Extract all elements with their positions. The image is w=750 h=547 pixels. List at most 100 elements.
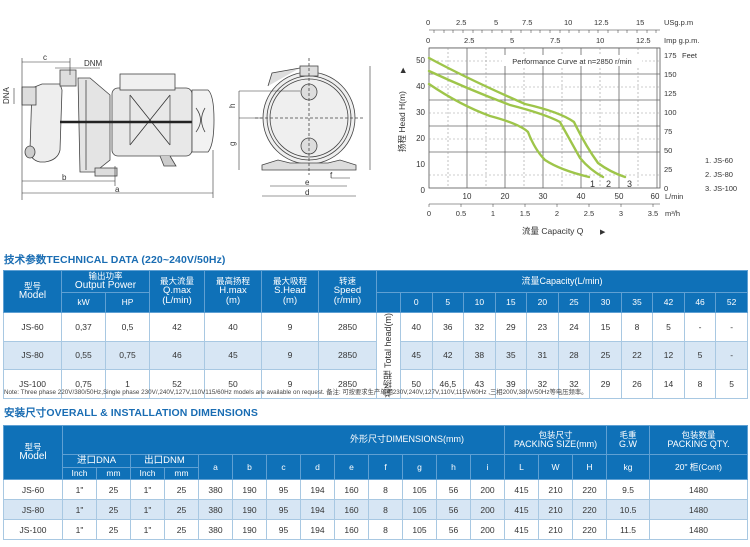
cell-kw: 0,37 bbox=[61, 312, 106, 342]
cell-hp: 0,5 bbox=[105, 312, 150, 342]
feet-axis-tick-labels: 0 25 50 75 100 125 150 175 Feet bbox=[664, 51, 698, 193]
table-row: JS-80 1" 25 1" 25 380 190 95 194 160 8 1… bbox=[3, 499, 748, 520]
front-view-drawing bbox=[255, 58, 365, 175]
cell-hp: 1 bbox=[105, 369, 150, 399]
header-shead: 最大吸程 S.Head (m) bbox=[261, 270, 319, 313]
svg-text:7.5: 7.5 bbox=[550, 36, 560, 45]
total-head-label: 总扬程 Total head(m) bbox=[376, 312, 401, 399]
svg-text:15: 15 bbox=[636, 18, 644, 27]
cell-dim: 200 bbox=[469, 499, 506, 520]
curve-js-60 bbox=[427, 82, 591, 179]
cell-head: 28 bbox=[557, 340, 591, 370]
svg-text:50: 50 bbox=[416, 56, 425, 65]
cell-kw: 0,75 bbox=[61, 369, 106, 399]
cell-head: 32 bbox=[463, 312, 496, 342]
header-kw: kW bbox=[61, 292, 106, 313]
svg-text:3: 3 bbox=[619, 209, 623, 218]
cell-head: 38 bbox=[463, 340, 496, 370]
table-row: JS-60 1" 25 1" 25 380 190 95 194 160 8 1… bbox=[3, 479, 748, 500]
header-dim-g: g bbox=[402, 454, 437, 480]
usgpm-tick-labels: 0 2.5 5 7.5 10 12.5 15 USg.p.m bbox=[426, 18, 693, 27]
svg-text:7.5: 7.5 bbox=[522, 18, 532, 27]
cell-qty: 1480 bbox=[649, 499, 748, 520]
cell-dnm-inch: 1" bbox=[130, 479, 165, 500]
cell-head: 32 bbox=[557, 369, 591, 399]
header-gw: 毛重 G.W bbox=[606, 425, 651, 455]
cell-head: 42 bbox=[431, 340, 465, 370]
cell-dim: 380 bbox=[198, 499, 233, 520]
svg-text:20: 20 bbox=[501, 192, 510, 201]
header-dim-e: e bbox=[334, 454, 369, 480]
cell-dim: 190 bbox=[232, 499, 267, 520]
svg-text:5: 5 bbox=[510, 36, 514, 45]
cell-dim: 380 bbox=[198, 519, 233, 540]
cell-dim: 194 bbox=[300, 479, 335, 500]
header-dimensions: 外形尺寸DIMENSIONS(mm) bbox=[61, 425, 506, 455]
cell-dna-mm: 25 bbox=[96, 499, 131, 520]
cell-pack: 220 bbox=[572, 479, 608, 500]
header-dna-mm: mm bbox=[96, 467, 131, 480]
header-dna-inch: Inch bbox=[62, 467, 97, 480]
header-model: 型号 Model bbox=[3, 270, 62, 313]
svg-text:20: 20 bbox=[416, 134, 425, 143]
header-pack-l: L bbox=[504, 454, 540, 480]
feet-unit: Feet bbox=[682, 51, 698, 60]
cell-head: 14 bbox=[652, 369, 685, 399]
usgpm-unit: USg.p.m bbox=[664, 18, 693, 27]
cell-hp: 0,75 bbox=[105, 340, 150, 370]
cell-dim: 105 bbox=[402, 499, 437, 520]
cell-qty: 1480 bbox=[649, 479, 748, 500]
header-cap-42: 42 bbox=[652, 292, 685, 313]
cell-qmax: 46 bbox=[149, 340, 205, 370]
svg-text:1: 1 bbox=[491, 209, 495, 218]
cell-dna-inch: 1" bbox=[62, 479, 97, 500]
header-dim-f: f bbox=[368, 454, 403, 480]
cell-head: 29 bbox=[589, 369, 622, 399]
header-kg: kg bbox=[606, 454, 651, 480]
header-blank bbox=[376, 292, 401, 313]
dim-label-g: g bbox=[228, 142, 237, 146]
header-output-power: 输出功率 Output Power bbox=[61, 270, 150, 293]
cell-dnm-mm: 25 bbox=[164, 499, 199, 520]
svg-text:25: 25 bbox=[664, 165, 672, 174]
cell-dim: 56 bbox=[436, 499, 471, 520]
y-axis-label: 扬程 Head H(m) bbox=[397, 91, 407, 152]
dim-label-dna: DNA bbox=[2, 86, 11, 104]
cell-dim: 194 bbox=[300, 499, 335, 520]
cell-model: JS-80 bbox=[3, 340, 62, 370]
cell-gw: 9.5 bbox=[606, 479, 651, 500]
cell-qmax: 52 bbox=[149, 369, 205, 399]
x-axis-label: 流量 Capacity Q bbox=[522, 226, 584, 236]
plot-grid bbox=[428, 47, 661, 189]
cell-speed: 2850 bbox=[318, 369, 377, 399]
voltage-note: Note: Three phase 220V/380/50Hz,Single p… bbox=[4, 389, 588, 396]
svg-text:10: 10 bbox=[564, 18, 572, 27]
svg-text:0: 0 bbox=[421, 186, 426, 195]
svg-text:30: 30 bbox=[539, 192, 548, 201]
svg-text:100: 100 bbox=[664, 108, 677, 117]
svg-text:12.5: 12.5 bbox=[636, 36, 651, 45]
svg-text:75: 75 bbox=[664, 127, 672, 136]
header-packing-size: 包装尺寸 PACKING SIZE(mm) bbox=[504, 425, 608, 455]
cell-dnm-inch: 1" bbox=[130, 499, 165, 520]
dim-label-dnm: DNM bbox=[84, 59, 103, 68]
svg-text:10: 10 bbox=[596, 36, 604, 45]
cell-model: JS-60 bbox=[3, 479, 63, 500]
cell-head: 26 bbox=[620, 369, 654, 399]
impgpm-tick-labels: 0 2.5 5 7.5 10 12.5 Imp g.p.m. bbox=[426, 36, 699, 45]
header-cont: 20" 柜(Cont) bbox=[649, 454, 748, 480]
impgpm-unit: Imp g.p.m. bbox=[664, 36, 699, 45]
cell-hmax: 45 bbox=[204, 340, 262, 370]
cell-model: JS-80 bbox=[3, 499, 63, 520]
svg-text:150: 150 bbox=[664, 70, 677, 79]
cell-pack: 220 bbox=[572, 499, 608, 520]
svg-text:0.5: 0.5 bbox=[456, 209, 466, 218]
svg-text:10: 10 bbox=[416, 160, 425, 169]
header-cap-25: 25 bbox=[557, 292, 591, 313]
x-axis-arrow-icon: ▶ bbox=[600, 229, 606, 236]
cell-head: - bbox=[683, 312, 717, 342]
cell-dnm-inch: 1" bbox=[130, 519, 165, 540]
cell-head: 25 bbox=[589, 340, 622, 370]
cell-head: 5 bbox=[652, 312, 685, 342]
header-cap-30: 30 bbox=[589, 292, 622, 313]
